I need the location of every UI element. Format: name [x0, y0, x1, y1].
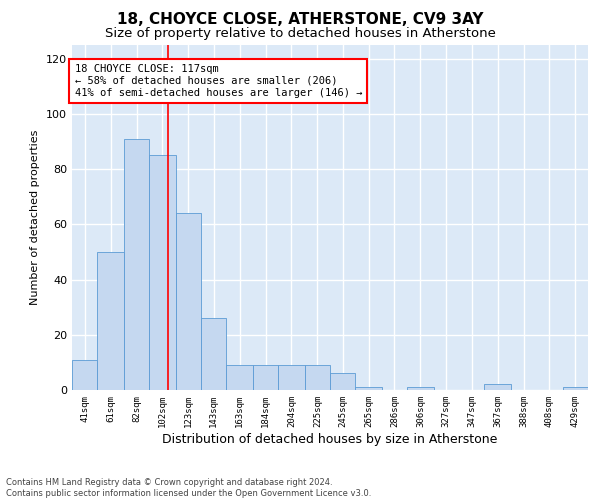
Bar: [355, 387, 382, 390]
Bar: [484, 384, 511, 390]
Y-axis label: Number of detached properties: Number of detached properties: [31, 130, 40, 305]
Text: 18 CHOYCE CLOSE: 117sqm
← 58% of detached houses are smaller (206)
41% of semi-d: 18 CHOYCE CLOSE: 117sqm ← 58% of detache…: [74, 64, 362, 98]
Bar: [278, 365, 305, 390]
Bar: [253, 365, 278, 390]
Bar: [72, 360, 97, 390]
Bar: [563, 387, 588, 390]
Bar: [176, 214, 201, 390]
Bar: [226, 365, 253, 390]
Bar: [124, 139, 149, 390]
Bar: [149, 156, 176, 390]
Bar: [201, 318, 226, 390]
Text: Contains HM Land Registry data © Crown copyright and database right 2024.
Contai: Contains HM Land Registry data © Crown c…: [6, 478, 371, 498]
X-axis label: Distribution of detached houses by size in Atherstone: Distribution of detached houses by size …: [163, 432, 497, 446]
Text: 18, CHOYCE CLOSE, ATHERSTONE, CV9 3AY: 18, CHOYCE CLOSE, ATHERSTONE, CV9 3AY: [117, 12, 483, 28]
Bar: [407, 387, 434, 390]
Bar: [305, 365, 330, 390]
Bar: [330, 374, 355, 390]
Bar: [97, 252, 124, 390]
Text: Size of property relative to detached houses in Atherstone: Size of property relative to detached ho…: [104, 28, 496, 40]
